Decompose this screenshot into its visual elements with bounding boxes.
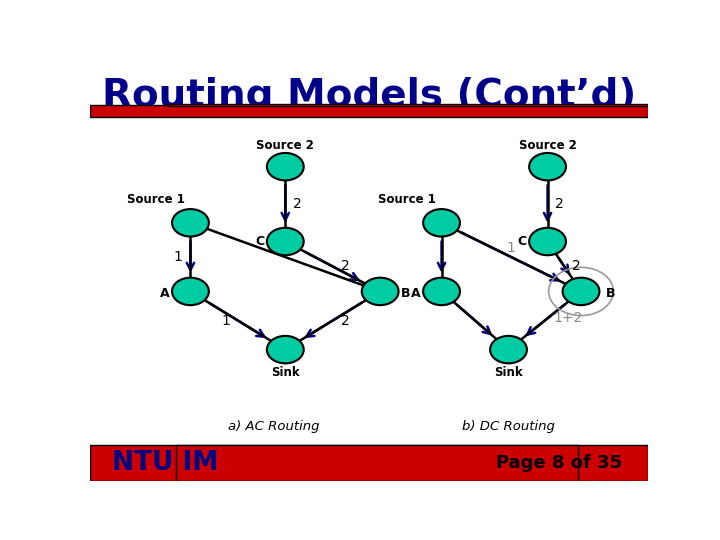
Circle shape (172, 209, 209, 237)
Text: 2: 2 (341, 314, 349, 328)
FancyBboxPatch shape (90, 105, 648, 117)
Text: 2: 2 (555, 197, 564, 211)
Text: A: A (160, 287, 169, 300)
Circle shape (562, 278, 600, 305)
Text: 1: 1 (174, 250, 183, 264)
Text: 1+2: 1+2 (554, 312, 582, 326)
Text: 1: 1 (221, 314, 230, 328)
Text: B: B (401, 287, 411, 300)
Text: 2: 2 (341, 259, 349, 273)
Circle shape (361, 278, 399, 305)
Circle shape (172, 278, 209, 305)
FancyBboxPatch shape (176, 446, 578, 481)
Circle shape (490, 336, 527, 363)
Circle shape (267, 228, 304, 255)
Text: Source 1: Source 1 (127, 193, 185, 206)
Text: NTU IM: NTU IM (112, 450, 219, 476)
Text: Sink: Sink (494, 366, 523, 379)
Text: Source 1: Source 1 (378, 193, 436, 206)
Text: Source 2: Source 2 (256, 139, 314, 152)
Text: a) AC Routing: a) AC Routing (228, 420, 320, 433)
Circle shape (267, 153, 304, 180)
Circle shape (423, 209, 460, 237)
Text: 1: 1 (507, 241, 516, 255)
Circle shape (267, 336, 304, 363)
FancyBboxPatch shape (90, 446, 648, 481)
Text: 2: 2 (293, 197, 302, 211)
Text: B: B (606, 287, 615, 300)
Text: Source 2: Source 2 (518, 139, 577, 152)
Circle shape (529, 153, 566, 180)
Text: Routing Models (Cont’d): Routing Models (Cont’d) (102, 77, 636, 115)
Circle shape (423, 278, 460, 305)
Text: A: A (410, 287, 420, 300)
FancyBboxPatch shape (168, 104, 648, 106)
Text: C: C (517, 235, 526, 248)
Text: Page 8 of 35: Page 8 of 35 (495, 454, 622, 472)
Circle shape (529, 228, 566, 255)
Text: C: C (255, 235, 264, 248)
Text: Sink: Sink (271, 366, 300, 379)
Text: 2: 2 (572, 259, 581, 273)
Text: b) DC Routing: b) DC Routing (462, 420, 555, 433)
